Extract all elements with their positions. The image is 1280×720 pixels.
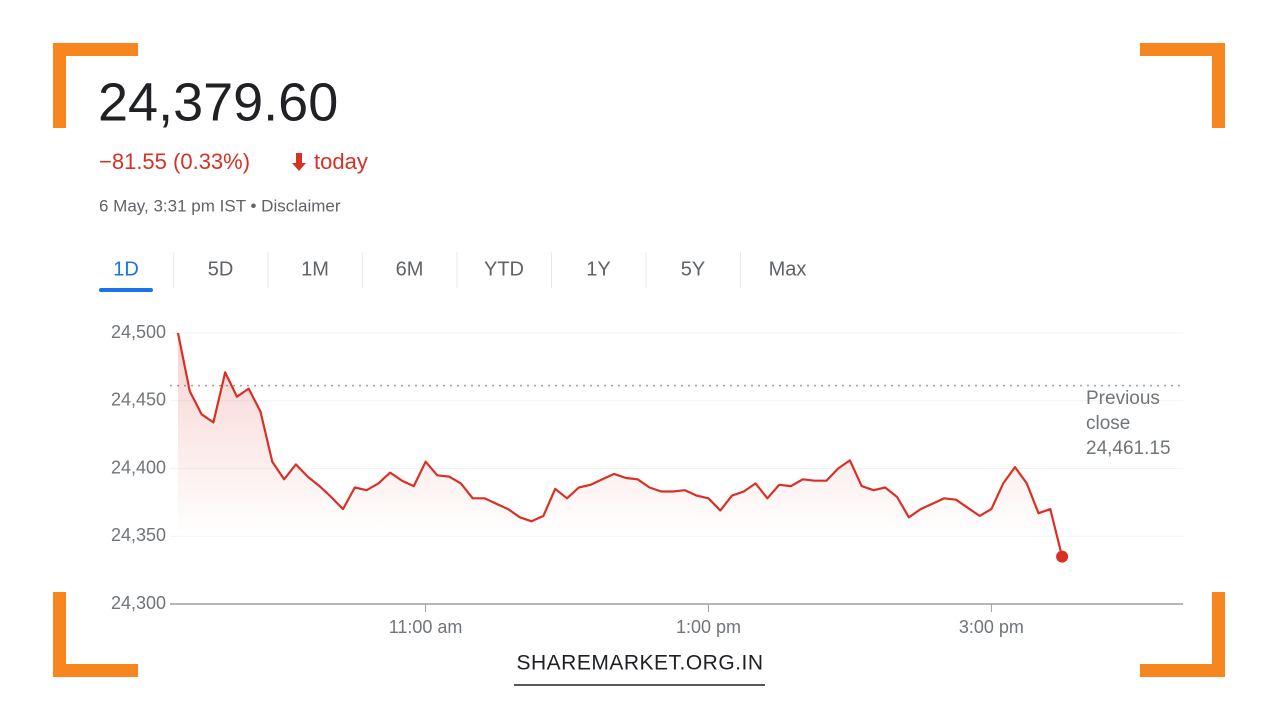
down-arrow: [292, 153, 306, 171]
previous-close: Previous close 24,461.15: [1086, 386, 1186, 461]
tab[interactable]: 5Y: [681, 258, 705, 280]
y-tick-label: 24,450: [111, 390, 166, 410]
tab-underline: [99, 288, 153, 292]
y-tick-label: 24,400: [111, 457, 166, 477]
tab[interactable]: 1D: [113, 258, 139, 280]
price: 24,379.60: [98, 72, 338, 132]
tab[interactable]: YTD: [484, 258, 524, 280]
x-tick-label: 1:00 pm: [676, 617, 741, 637]
frame-corners: [53, 43, 1225, 677]
footer: SHAREMARKET.ORG.IN: [516, 652, 763, 675]
x-tick-label: 3:00 pm: [959, 617, 1024, 637]
tab[interactable]: 6M: [396, 258, 424, 280]
previous-close-label: Previous close: [1086, 388, 1160, 434]
line: [176, 332, 1064, 557]
tab[interactable]: 1Y: [586, 258, 610, 280]
tab[interactable]: 5D: [208, 258, 234, 280]
last-point: [1056, 550, 1069, 563]
change: −81.55 (0.33%): [99, 149, 250, 174]
change-suffix: today: [314, 149, 368, 174]
timestamp: 6 May, 3:31 pm IST • Disclaimer: [99, 196, 341, 215]
x-tick-label: 11:00 am: [389, 617, 463, 637]
y-tick-label: 24,300: [111, 593, 166, 613]
y-tick-label: 24,350: [111, 525, 166, 545]
tab[interactable]: 1M: [301, 258, 329, 280]
previous-close-value: 24,461.15: [1086, 438, 1171, 459]
tab[interactable]: Max: [769, 258, 807, 280]
y-tick-label: 24,500: [111, 322, 166, 342]
line-area: [178, 333, 1063, 604]
